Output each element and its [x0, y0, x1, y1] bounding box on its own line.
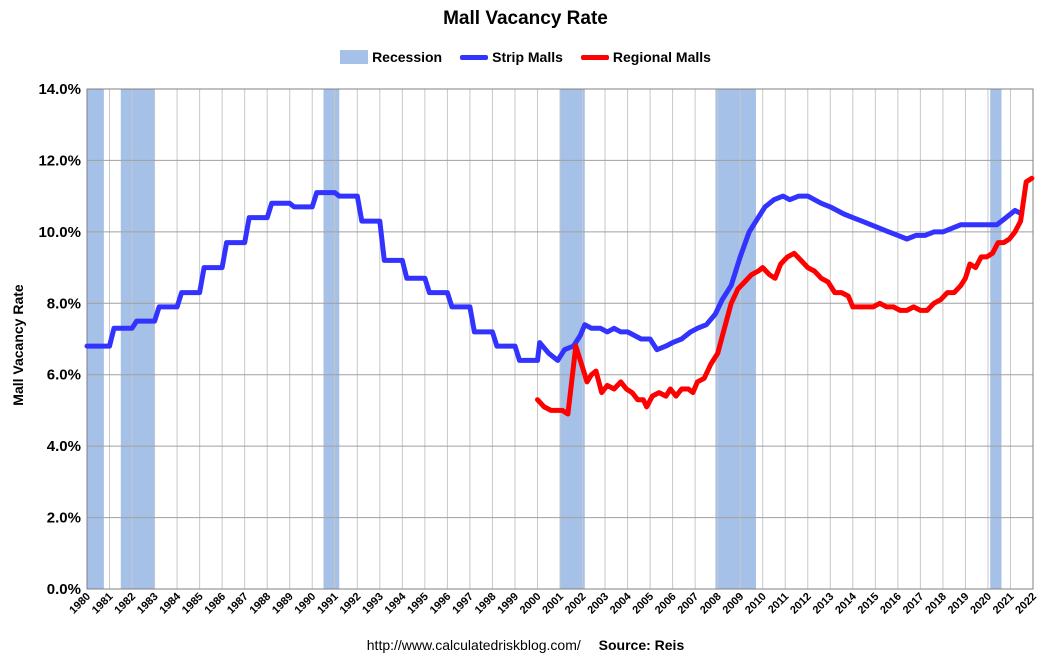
legend-swatch-strip-malls	[460, 54, 489, 60]
y-tick-label-6: 12.0%	[38, 152, 81, 169]
x-tick-label-2017: 2017	[901, 591, 927, 617]
x-tick-label-2007: 2007	[675, 591, 701, 617]
x-tick-label-1995: 1995	[405, 591, 431, 617]
recession-band-3	[560, 89, 585, 589]
x-tick-label-1988: 1988	[248, 591, 274, 617]
x-tick-label-2012: 2012	[788, 591, 814, 617]
x-tick-label-1985: 1985	[180, 591, 206, 617]
x-tick-label-1989: 1989	[270, 591, 296, 617]
legend-item-strip-malls: Strip Malls	[460, 49, 563, 65]
legend: Recession Strip Malls Regional Malls	[0, 47, 1051, 67]
legend-item-regional-malls: Regional Malls	[580, 49, 711, 65]
x-tick-label-1997: 1997	[450, 591, 476, 617]
x-tick-label-2014: 2014	[833, 590, 859, 616]
y-tick-label-7: 14.0%	[38, 81, 81, 98]
x-tick-label-1981: 1981	[90, 591, 116, 617]
x-tick-label-1996: 1996	[428, 591, 454, 617]
series-line-strip-malls	[84, 190, 1025, 363]
x-tick-label-1991: 1991	[315, 591, 341, 617]
x-tick-label-2020: 2020	[968, 591, 994, 617]
y-tick-label-4: 8.0%	[47, 295, 81, 312]
legend-swatch-recession	[340, 50, 369, 64]
x-tick-label-2013: 2013	[811, 591, 837, 617]
x-tick-label-2015: 2015	[856, 591, 882, 617]
x-tick-label-2003: 2003	[585, 591, 611, 617]
y-tick-label-0: 0.0%	[47, 581, 81, 598]
series-line-regional-malls	[535, 175, 1035, 417]
recession-band-0	[87, 89, 104, 589]
x-tick-label-1983: 1983	[135, 591, 161, 617]
x-tick-label-1993: 1993	[360, 591, 386, 617]
x-tick-label-2022: 2022	[1013, 591, 1039, 617]
x-tick-label-2008: 2008	[698, 591, 724, 617]
x-tick-label-1984: 1984	[157, 590, 183, 616]
x-tick-label-2010: 2010	[743, 591, 769, 617]
recession-band-1	[120, 89, 155, 589]
x-tick-label-2005: 2005	[630, 591, 656, 617]
recession-band-2	[323, 89, 340, 589]
x-tick-label-1990: 1990	[293, 591, 319, 617]
x-tick-label-1987: 1987	[225, 591, 251, 617]
legend-label-regional-malls: Regional Malls	[612, 49, 711, 65]
x-tick-label-1994: 1994	[383, 590, 409, 616]
x-tick-label-1998: 1998	[473, 591, 499, 617]
footer-source: Source: Reis	[598, 637, 685, 653]
x-tick-label-1992: 1992	[338, 591, 364, 617]
y-tick-label-3: 6.0%	[47, 367, 81, 384]
x-tick-label-2006: 2006	[653, 591, 679, 617]
y-tick-label-5: 10.0%	[38, 224, 81, 241]
x-tick-label-2021: 2021	[991, 591, 1017, 617]
x-tick-label-2019: 2019	[946, 591, 972, 617]
x-tick-label-2004: 2004	[608, 590, 634, 616]
y-tick-label-2: 4.0%	[47, 438, 81, 455]
x-tick-label-1999: 1999	[495, 591, 521, 617]
legend-label-recession: Recession	[372, 49, 443, 65]
footer: http://www.calculatedriskblog.com/ Sourc…	[0, 637, 1051, 653]
x-tick-label-2001: 2001	[540, 591, 566, 617]
x-tick-label-1986: 1986	[202, 591, 228, 617]
footer-url: http://www.calculatedriskblog.com/	[366, 637, 581, 653]
plot-border	[86, 88, 1034, 590]
chart-title: Mall Vacancy Rate	[443, 8, 608, 29]
x-tick-label-2011: 2011	[766, 591, 791, 616]
x-tick-label-2018: 2018	[923, 591, 949, 617]
y-tick-label-1: 2.0%	[47, 510, 81, 527]
x-tick-label-1982: 1982	[112, 591, 138, 617]
legend-item-recession: Recession	[340, 49, 442, 65]
x-tick-label-2002: 2002	[563, 591, 589, 617]
x-tick-label-2000: 2000	[518, 591, 544, 617]
x-tick-label-2016: 2016	[878, 591, 904, 617]
legend-swatch-regional-malls	[580, 54, 609, 60]
legend-label-strip-malls: Strip Malls	[492, 49, 563, 65]
x-tick-label-2009: 2009	[721, 591, 747, 617]
recession-band-5	[990, 89, 1002, 589]
